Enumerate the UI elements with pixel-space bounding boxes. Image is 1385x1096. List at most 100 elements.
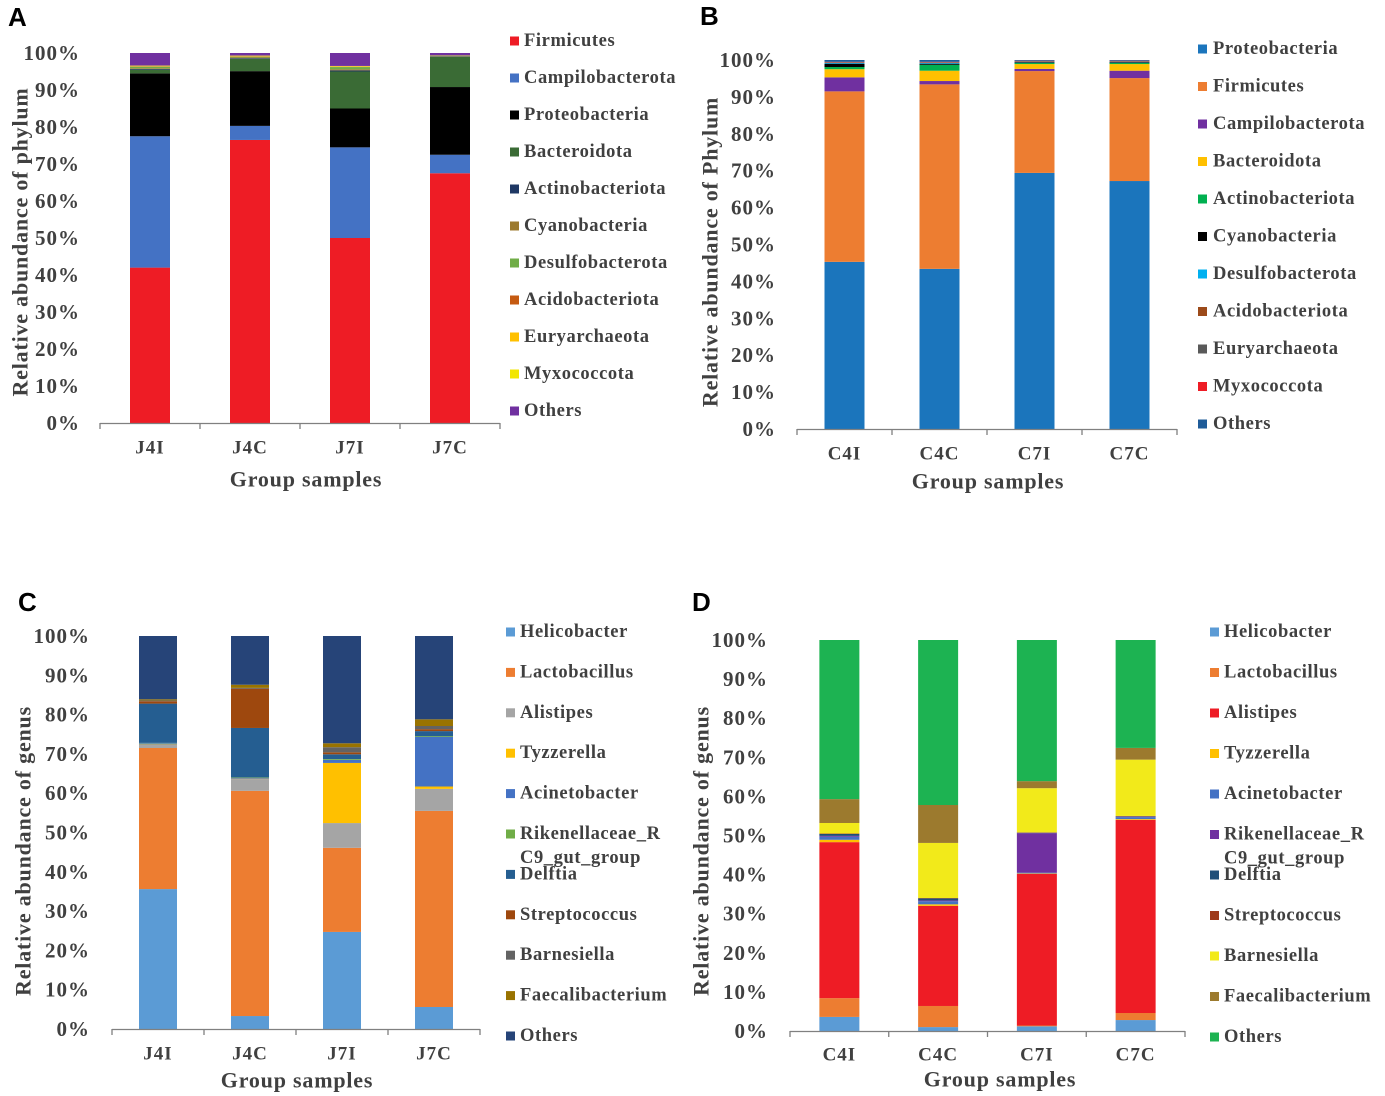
legend-item-actinobacteriota: Actinobacteriota: [1198, 189, 1355, 209]
bar-segment-c7i-rikenellaceae-rc9-gut-group: [1016, 833, 1057, 873]
bar-segment-j4i-faecalibacterium: [139, 699, 177, 701]
y-tick-label: 0%: [47, 411, 81, 435]
y-tick-label: 20%: [45, 938, 90, 962]
legend-item-proteobacteria: Proteobacteria: [510, 105, 649, 125]
legend-item-helicobacter: Helicobacter: [506, 622, 627, 642]
bar-segment-c7c-acinetobacter: [1115, 817, 1156, 820]
stacked-bar-j7c: [430, 53, 470, 423]
legend-swatch: [506, 991, 515, 1001]
legend-label: Lactobacillus: [520, 662, 634, 682]
bar-segment-j7c-faecalibacterium: [415, 719, 453, 726]
y-tick-label: 10%: [723, 980, 768, 1004]
bar-segment-j7i-proteobacteria: [330, 108, 370, 148]
y-tick-label: 20%: [723, 941, 768, 965]
bar-segment-c7i-firmicutes: [1014, 71, 1055, 173]
x-tick-label: J4C: [232, 438, 268, 459]
legend-label: Others: [524, 401, 582, 421]
y-axis: 0% 10% 20% 30% 40% 50% 60% 70% 80% 90% 100%: [712, 628, 768, 1043]
x-tick-label: J4I: [143, 1044, 172, 1065]
bar-segment-c4i-alistipes: [819, 842, 860, 999]
legend-swatch: [506, 950, 515, 960]
x-tick-label: J4I: [135, 438, 164, 459]
legend-swatch: [1210, 1032, 1219, 1042]
legend-label: Proteobacteria: [1213, 39, 1338, 59]
bar-segment-j7i-rikenellaceae-rc9-gut-group: [323, 759, 361, 760]
bar-segment-j4i-streptococcus: [139, 701, 177, 704]
bar-segment-j7i-campilobacterota: [330, 147, 370, 238]
bar-segment-c7c-bacteroidota: [1109, 64, 1150, 71]
legend-swatch: [1210, 911, 1219, 920]
bar-segment-c4c-proteobacteria: [919, 268, 960, 429]
legend-label: Bacteroidota: [1213, 152, 1322, 172]
legend-label: Helicobacter: [1224, 622, 1332, 642]
bar-segment-j4c-bacteroidota: [230, 58, 270, 72]
y-tick-label: 70%: [731, 159, 776, 183]
legend-item-campilobacterota: Campilobacterota: [510, 68, 676, 88]
legend-swatch: [506, 748, 515, 758]
legend-label: Streptococcus: [520, 905, 637, 925]
stacked-bar-c4c: [918, 640, 959, 1031]
legend-label: Alistipes: [520, 703, 593, 723]
legend-item-acinetobacter: Acinetobacter: [1210, 784, 1342, 804]
y-tick-label: 40%: [731, 269, 776, 293]
y-tick-label: 70%: [45, 742, 90, 766]
bar-segment-j7i-actinobacteriota: [330, 70, 370, 72]
legend-item-barnesiella: Barnesiella: [506, 945, 614, 965]
bar-segment-j4i-desulfobacterota: [130, 66, 170, 69]
bar-segment-j4i-delftia: [139, 703, 177, 743]
bar-segment-c4i-faecalibacterium: [819, 799, 860, 823]
legend-swatch: [510, 258, 519, 268]
y-tick-label: 60%: [731, 196, 776, 220]
legend-swatch: [510, 369, 519, 379]
bar-segment-j4i-firmicutes: [130, 267, 170, 423]
legend-item-faecalibacterium: Faecalibacterium: [506, 986, 667, 1006]
bar-segment-j4i-proteobacteria: [130, 73, 170, 137]
legend-item-myxococcota: Myxococcota: [510, 364, 634, 384]
legend-label: Actinobacteriota: [1213, 189, 1355, 209]
x-tick-label: C7I: [1020, 1045, 1054, 1066]
bar-segment-j7c-lactobacillus: [415, 810, 453, 1007]
bar-segment-c4c-helicobacter: [918, 1027, 959, 1031]
legend-item-proteobacteria: Proteobacteria: [1198, 39, 1338, 59]
legend-swatch: [506, 627, 515, 637]
stacked-bar-c7i: [1014, 60, 1055, 429]
y-axis-title: Relative abundance of Phylum: [698, 97, 723, 407]
stacked-bar-j7i: [323, 636, 361, 1029]
y-tick-label: 100%: [720, 48, 777, 72]
bar-segment-j4i-lactobacillus: [139, 748, 177, 890]
legend-item-delftia: Delftia: [506, 864, 578, 884]
stacked-bar-j4i: [130, 53, 170, 423]
legend-swatch: [1210, 992, 1219, 1001]
bar-segment-j7i-barnesiella: [323, 747, 361, 753]
bar-segment-c7i-bacteroidota: [1014, 64, 1055, 69]
bar-segment-j4c-streptococcus: [231, 688, 269, 728]
bar-segment-c7c-barnesiella: [1115, 759, 1156, 816]
legend-label: Delftia: [520, 864, 578, 884]
bar-segment-c7i-barnesiella: [1016, 788, 1057, 833]
stacked-bar-c4i: [824, 60, 865, 429]
x-tick-label: C4I: [823, 1045, 857, 1066]
legend-swatch: [1198, 419, 1207, 429]
bar-segment-j7c-delftia: [415, 731, 453, 737]
bar-segment-c4i-tyzzerella: [819, 839, 860, 843]
y-tick-label: 40%: [45, 860, 90, 884]
panel-a-chart: A Relative abundance of phylum 0% 10% 20% 30%…: [8, 2, 676, 492]
legend: Helicobacter Lactobacillus Alistipes Tyzzer…: [506, 622, 667, 1046]
legend-label: Bacteroidota: [524, 142, 633, 162]
y-axis: 0% 10% 20% 30% 40% 50% 60% 70% 80% 90% 100%: [24, 41, 81, 435]
legend-item-helicobacter: Helicobacter: [1210, 622, 1332, 642]
x-axis-title: Group samples: [912, 469, 1064, 494]
y-tick-label: 0%: [743, 417, 777, 441]
legend-swatch: [1210, 627, 1219, 637]
x-axis: J4I J4C J7I J7C Group samples: [99, 422, 501, 492]
bar-segment-j7i-faecalibacterium: [323, 743, 361, 748]
bar-segment-c7i-helicobacter: [1016, 1026, 1057, 1031]
stacked-bar-c7c: [1115, 640, 1156, 1031]
legend-label: Tyzzerella: [1224, 744, 1310, 764]
legend-swatch: [1198, 157, 1207, 166]
legend-label: Proteobacteria: [524, 105, 649, 125]
legend-swatch: [1198, 44, 1207, 54]
legend-label: Lactobacillus: [1224, 663, 1338, 683]
legend-label: Desulfobacterota: [1213, 264, 1357, 284]
y-tick-label: 60%: [45, 781, 90, 805]
